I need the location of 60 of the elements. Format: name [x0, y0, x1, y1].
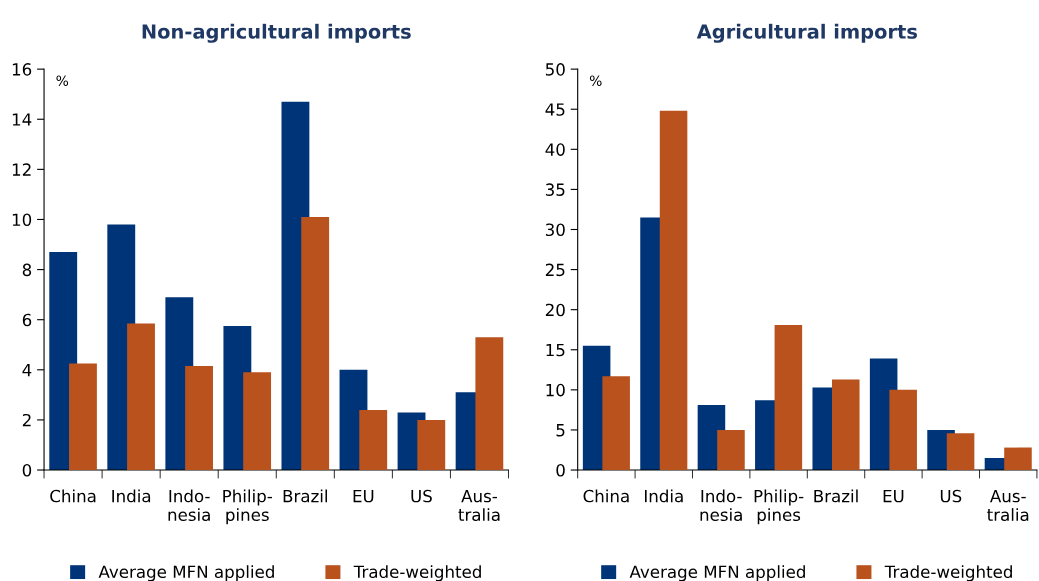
bar: [243, 372, 272, 471]
x-tick-label: India: [112, 489, 151, 503]
bar: [69, 363, 97, 471]
y-tick-label: 40: [545, 143, 565, 156]
bar: [774, 324, 803, 471]
y-tick-label: 12: [12, 163, 31, 176]
x-tick-label: Brazil: [814, 489, 858, 503]
x-tick-label: Indo- nesia: [168, 489, 210, 522]
legend-label: Trade-weighted: [353, 565, 481, 581]
y-tick-label: 15: [546, 343, 565, 357]
bar: [1004, 447, 1032, 471]
legend-label: Trade-weighted: [884, 565, 1012, 581]
x-tick-label: EU: [353, 489, 374, 503]
y-tick-label: 14: [12, 113, 32, 126]
chart-title: Agricultural imports: [696, 23, 917, 43]
y-tick-label: 20: [545, 303, 565, 317]
x-tick-label: EU: [883, 489, 904, 503]
y-tick-label: 6: [22, 313, 32, 327]
x-tick-label: US: [411, 489, 432, 503]
y-tick-label: 0: [22, 463, 32, 477]
bar: [185, 366, 213, 471]
x-tick-label: China: [50, 489, 96, 503]
x-tick-label: Aus- tralia: [987, 489, 1029, 522]
bar: [946, 433, 975, 471]
y-tick-label: 25: [545, 263, 565, 277]
y-tick-label: 5: [556, 424, 565, 437]
bar: [359, 409, 388, 471]
y-tick-label: 45: [545, 103, 565, 116]
bar: [417, 419, 446, 471]
y-tick-label: 8: [22, 263, 32, 277]
legend-label: Average MFN applied: [98, 565, 274, 581]
x-tick-label: US: [940, 489, 962, 503]
y-tick-label: 2: [22, 413, 31, 427]
y-tick-label: 4: [22, 363, 32, 377]
y-tick-label: 10: [12, 213, 32, 227]
legend-label: Average MFN applied: [629, 565, 805, 581]
bar: [127, 323, 155, 471]
x-tick-label: Brazil: [283, 489, 327, 503]
bar: [659, 110, 688, 471]
y-tick-label: 30: [545, 223, 565, 237]
x-tick-label: Philip- pines: [223, 489, 272, 525]
chart-title: Non-agricultural imports: [142, 23, 411, 43]
bar: [717, 429, 745, 471]
x-tick-label: China: [583, 489, 629, 503]
x-tick-label: Philip- pines: [754, 489, 804, 525]
y-axis-title: %: [589, 75, 602, 86]
y-tick-label: 0: [556, 463, 565, 477]
x-tick-label: India: [644, 489, 683, 503]
x-tick-label: Indo- nesia: [700, 489, 742, 522]
bar: [301, 216, 330, 471]
bar: [831, 379, 860, 471]
bar: [889, 389, 917, 471]
y-axis-title: %: [56, 75, 69, 86]
bar: [602, 376, 630, 471]
y-tick-label: 50: [545, 63, 565, 76]
bar: [475, 337, 504, 471]
x-tick-label: Aus- tralia: [458, 489, 500, 522]
y-tick-label: 16: [12, 63, 32, 76]
y-tick-label: 10: [546, 383, 565, 397]
y-tick-label: 35: [545, 183, 565, 196]
